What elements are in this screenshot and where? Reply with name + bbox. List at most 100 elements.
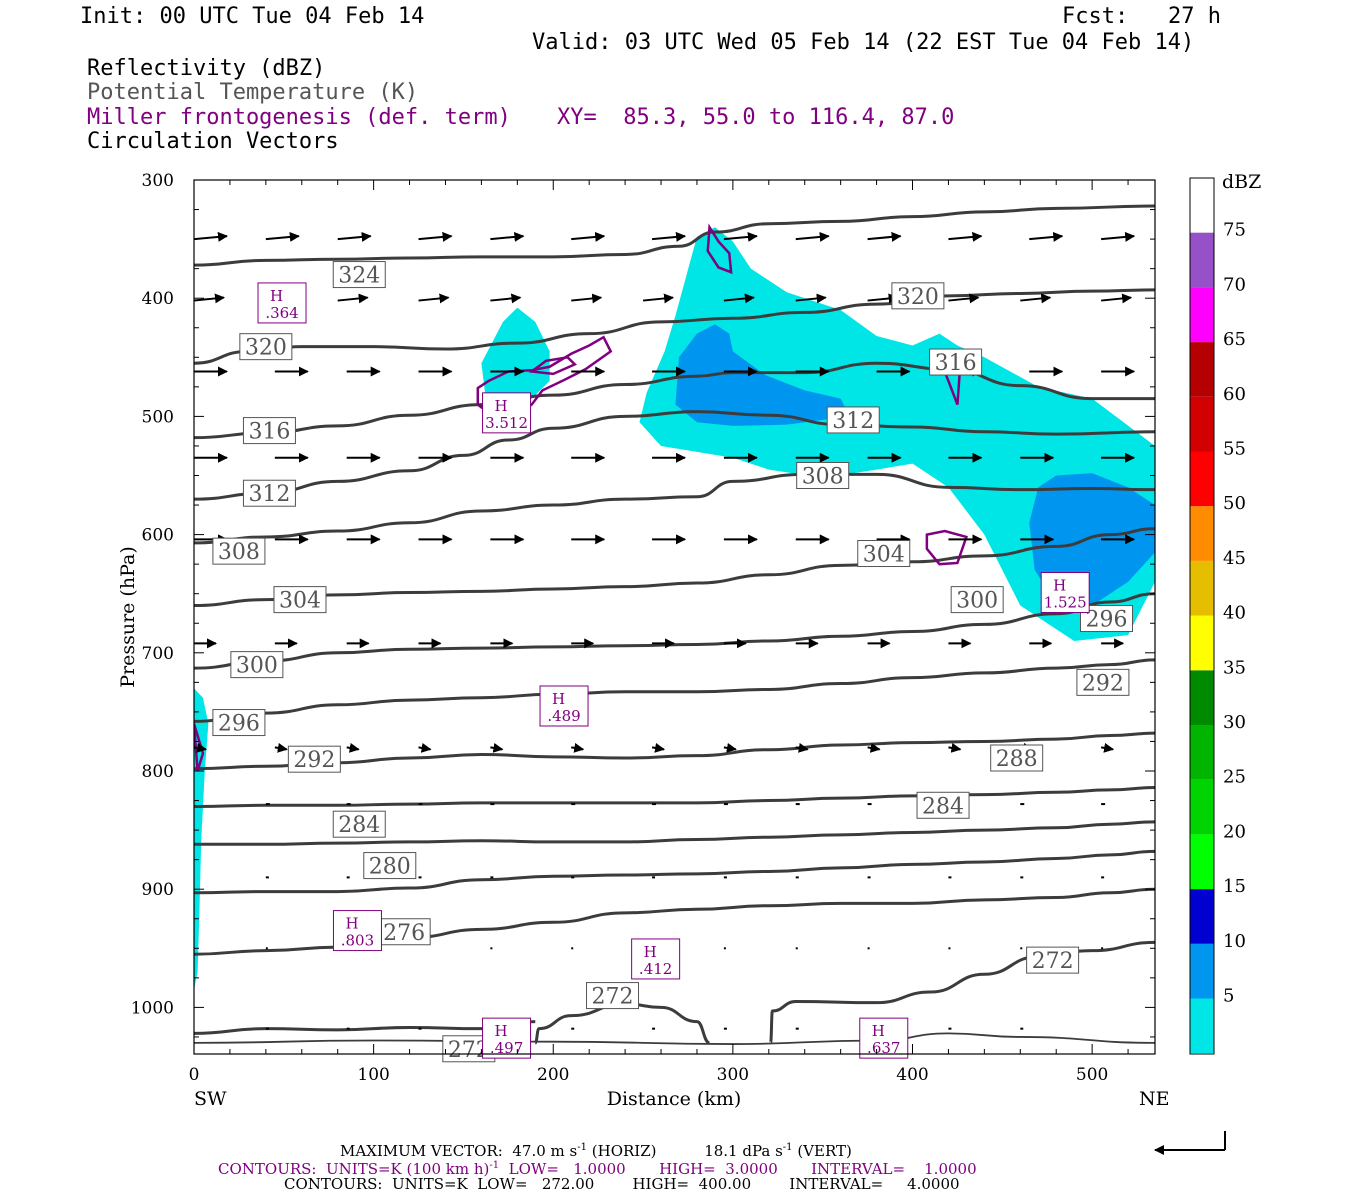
theta-label-text: 276	[383, 921, 425, 946]
frontogenesis-max-value: .489	[547, 707, 580, 725]
circulation-vector	[418, 293, 450, 304]
theta-label: 296	[212, 709, 266, 737]
colorbar-cell-5	[1190, 998, 1214, 1054]
reflectivity-5dbz-area	[639, 227, 1155, 641]
colorbar-level-label: 5	[1223, 986, 1234, 1007]
theta-label-text: 284	[338, 813, 380, 838]
colorbar-cell-70	[1190, 287, 1214, 343]
frontogenesis-max-value: 1.525	[1044, 594, 1087, 612]
theta-label: 316	[242, 417, 296, 445]
theta-label-box	[377, 918, 431, 946]
frontogenesis-max-label: H.364	[257, 282, 307, 324]
theta-label: 272	[586, 982, 640, 1010]
theta-contour-296	[194, 658, 1155, 723]
circulation-vector	[795, 742, 809, 753]
theta-label-box	[586, 982, 640, 1010]
colorbar-level-label: 35	[1223, 657, 1246, 678]
theta-label-box	[230, 651, 284, 679]
circulation-vector	[337, 231, 372, 242]
theta-label: 324	[332, 261, 386, 289]
theta-label-text: 288	[996, 747, 1038, 772]
field-reflectivity: Reflectivity (dBZ)	[87, 56, 326, 81]
theta-label-text: 296	[218, 712, 260, 737]
theta-label-box	[916, 791, 970, 819]
theta-label: 276	[377, 918, 431, 946]
reflectivity-10dbz-area	[675, 324, 850, 426]
colorbar-level-label: 60	[1223, 384, 1246, 405]
theta-label: 308	[796, 462, 850, 490]
circulation-vector	[490, 742, 504, 753]
forecast-hour: Fcst: 27 h	[1062, 4, 1221, 29]
colorbar-level-label: 70	[1223, 274, 1246, 295]
frontogenesis-max-box	[859, 1017, 909, 1059]
frontogenesis-max-value: 3.512	[485, 414, 528, 432]
theta-label: 320	[891, 282, 945, 310]
x-tick-label: 300	[717, 1065, 749, 1085]
theta-label-text: 316	[935, 351, 977, 376]
colorbar-level-label: 75	[1223, 220, 1246, 241]
theta-label-text: 304	[279, 589, 321, 614]
field-frontogenesis: Miller frontogenesis (def. term)	[87, 105, 511, 130]
circulation-vector	[418, 231, 453, 242]
x-tick-label: 500	[1076, 1065, 1108, 1085]
colorbar-title: dBZ	[1222, 171, 1261, 193]
circulation-vector	[346, 742, 360, 753]
colorbar-level-label: 50	[1223, 493, 1246, 514]
reference-vector-icon	[1154, 1131, 1226, 1155]
y-axis-label: Pressure (hPa)	[117, 546, 139, 688]
colorbar-level-label: 40	[1223, 603, 1246, 624]
frontogenesis-max-box	[257, 282, 307, 324]
colorbar-cell-45	[1190, 560, 1214, 616]
frontogenesis-max-h: H	[345, 915, 358, 933]
max-vector-line: MAXIMUM VECTOR: 47.0 m s-1 (HORIZ) 18.1 …	[340, 1142, 852, 1160]
theta-label-text: 300	[236, 654, 278, 679]
colorbar-top-cell	[1190, 178, 1214, 233]
axes: 300 400 500 600 700 800 900 1000 0 100 200 300 400 50…	[131, 171, 1155, 1085]
frontogenesis-max-label: H.489	[539, 685, 589, 727]
circulation-vector	[1100, 742, 1115, 753]
colorbar-level-label: 25	[1223, 767, 1246, 788]
circulation-vector	[194, 742, 207, 753]
theta-label-text: 304	[863, 543, 905, 568]
theta-label-box	[929, 348, 983, 376]
colorbar-level-label: 45	[1223, 548, 1246, 569]
theta-contour-300	[194, 592, 1155, 670]
theta-label-box	[242, 417, 296, 445]
frontogenesis-contour	[925, 529, 969, 566]
theta-contour-292	[194, 731, 1155, 771]
circulation-vector	[867, 231, 902, 242]
theta-label: 320	[239, 333, 293, 361]
ground-contour	[194, 1032, 1155, 1045]
frontogenesis-max-value: .497	[490, 1039, 523, 1057]
colorbar-level-label: 20	[1223, 821, 1246, 842]
frontogenesis-max-value: .637	[867, 1039, 900, 1057]
frontogenesis-max-box	[539, 685, 589, 727]
y-tick-label: 600	[142, 526, 174, 546]
theta-label-text: 320	[897, 285, 939, 310]
frontogenesis-max-label: H.497	[482, 1017, 532, 1059]
frontogenesis-contour-info: CONTOURS: UNITS=K (100 km h)-1 LOW= 1.00…	[218, 1160, 977, 1178]
theta-contours	[194, 204, 1155, 1045]
theta-contour-272	[533, 1002, 711, 1045]
ne-label: NE	[1139, 1088, 1170, 1110]
theta-label-text: 284	[922, 794, 964, 819]
theta-label: 308	[212, 537, 266, 565]
theta-label-box	[1026, 946, 1080, 974]
theta-label-box	[891, 282, 945, 310]
frontogenesis-max-box	[631, 938, 681, 980]
frontogenesis-max-h: H	[644, 943, 657, 961]
colorbar-level-label: 30	[1223, 712, 1246, 733]
colorbar-cell-40	[1190, 615, 1214, 671]
circulation-vector	[490, 293, 522, 304]
circulation-vector	[337, 293, 369, 304]
theta-label: 312	[242, 479, 296, 507]
theta-label-box	[332, 810, 386, 838]
theta-label: 272	[1026, 946, 1080, 974]
circulation-vector	[795, 293, 827, 304]
frontogenesis-contour	[706, 223, 733, 275]
y-tick-label: 1000	[131, 998, 174, 1018]
theta-label-text: 272	[1032, 949, 1074, 974]
theta-contour-288	[194, 786, 1155, 808]
sw-label: SW	[194, 1088, 227, 1110]
